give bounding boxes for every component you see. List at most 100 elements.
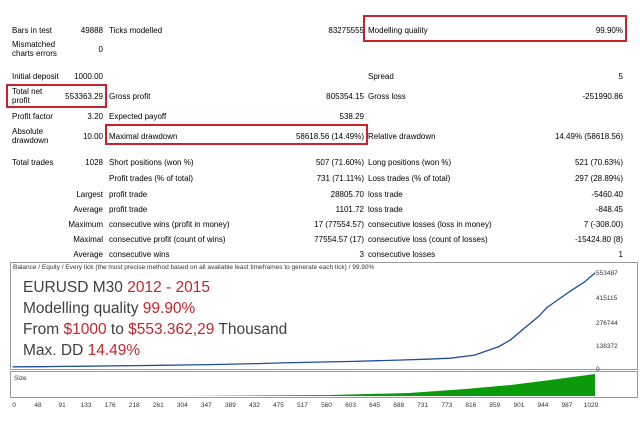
y-tick-4: 0 <box>596 366 600 373</box>
maximal-losses-value: -15424.80 (8) <box>574 235 623 244</box>
x-tick-label: 0 <box>12 402 16 409</box>
balance-chart-svg <box>12 272 596 368</box>
x-tick-label: 816 <box>465 402 477 409</box>
average-consec-losses-value: 1 <box>618 250 623 259</box>
balance-point <box>39 366 41 368</box>
balance-point <box>546 307 548 309</box>
average-consec-label: Average <box>73 250 103 259</box>
largest-loss-label: loss trade <box>368 190 403 199</box>
chart-header: Balance / Equity / Every tick (the most … <box>13 264 375 271</box>
gross-loss-label: Gross loss <box>368 92 406 101</box>
total-net-profit-value: 553363.29 <box>65 92 103 101</box>
volume-area <box>182 374 595 396</box>
total-trades-label: Total trades <box>12 158 54 167</box>
profit-factor-label: Profit factor <box>12 112 53 121</box>
ticks-modelled-label: Ticks modelled <box>109 26 163 35</box>
expected-payoff-value: 538.29 <box>339 112 364 121</box>
average-label: Average <box>73 205 103 214</box>
x-tick-label: 218 <box>128 402 140 409</box>
balance-point <box>353 360 355 362</box>
overlay-line-dd: Max. DD 14.49% <box>23 340 287 361</box>
balance-point <box>208 364 210 366</box>
x-tick-label: 48 <box>34 402 42 409</box>
overlay-to: to <box>106 321 129 338</box>
size-panel: Size <box>10 371 638 398</box>
average-loss-value: -848.45 <box>595 205 623 214</box>
average-consec-wins-value: 3 <box>359 250 364 259</box>
x-tick-label: 389 <box>224 402 236 409</box>
maximal-drawdown-label: Maximal drawdown <box>109 132 178 141</box>
x-tick-label: 645 <box>369 402 381 409</box>
largest-label: Largest <box>76 190 103 199</box>
total-trades-value: 1028 <box>85 158 103 167</box>
balance-point <box>232 363 234 365</box>
balance-point <box>281 362 283 364</box>
profit-factor-value: 3.20 <box>87 112 103 121</box>
x-tick-label: 688 <box>393 402 405 409</box>
spread-value: 5 <box>618 72 623 81</box>
initial-deposit-value: 1000.00 <box>74 72 103 81</box>
x-tick-label: 176 <box>104 402 116 409</box>
short-positions-value: 507 (71.60%) <box>315 158 364 167</box>
absolute-drawdown-label: Absolute drawdown <box>12 127 49 145</box>
profit-trades-value: 731 (71.11%) <box>316 174 364 183</box>
balance-point <box>522 329 524 331</box>
average-profit-label: profit trade <box>109 205 148 214</box>
x-tick-label: 91 <box>58 402 66 409</box>
y-tick-1: 415115 <box>596 295 618 302</box>
balance-point <box>425 358 428 360</box>
bars-in-test-label: Bars in test <box>12 26 53 35</box>
total-net-profit-label: Total net profit <box>12 87 43 105</box>
balance-point <box>473 354 476 356</box>
x-tick-label: 347 <box>200 402 212 409</box>
maximal-label: Maximal <box>73 235 103 244</box>
mismatched-label: Mismatched charts errors <box>12 40 57 58</box>
short-positions-label: Short positions (won %) <box>109 158 194 167</box>
maximal-wins-value: 77554.57 (17) <box>314 235 364 244</box>
highlight-total-net-profit <box>6 84 107 108</box>
balance-point <box>304 361 306 363</box>
overlay-thousand: Thousand <box>214 321 288 338</box>
overlay-line-quality: Modelling quality 99.90% <box>23 298 287 319</box>
gross-profit-value: 805354.15 <box>326 92 364 101</box>
average-profit-value: 1101.72 <box>335 205 364 214</box>
initial-deposit-label: Initial deposit <box>12 72 59 81</box>
overlay-symbol: EURUSD M30 <box>23 279 128 296</box>
modelling-quality-label: Modelling quality <box>368 26 428 35</box>
ticks-modelled-value: 83275555 <box>328 26 364 35</box>
loss-trades-label: Loss trades (% of total) <box>368 174 451 183</box>
maximum-losses-label: consecutive losses (loss in money) <box>368 220 492 229</box>
overlay-end-value: $553.362,29 <box>128 321 215 338</box>
balance-point <box>256 363 258 365</box>
absolute-drawdown-value: 10.00 <box>82 132 103 141</box>
balance-point <box>510 339 512 341</box>
overlay-quality-label: Modelling quality <box>23 300 143 317</box>
average-consec-wins-label: consecutive wins <box>109 250 170 259</box>
balance-chart: Balance / Equity / Every tick (the most … <box>10 262 638 370</box>
balance-point <box>558 298 560 300</box>
y-tick-2: 276744 <box>596 320 618 327</box>
x-tick-label: 773 <box>441 402 453 409</box>
balance-point <box>12 366 14 368</box>
gross-loss-value: -251990.86 <box>582 92 623 101</box>
balance-point <box>401 359 403 361</box>
balance-point <box>538 315 540 317</box>
x-tick-label: 560 <box>321 402 332 409</box>
largest-profit-value: 28805.70 <box>330 190 364 199</box>
x-tick-label: 603 <box>345 402 357 409</box>
balance-point <box>135 365 137 367</box>
highlight-maximal-drawdown <box>105 124 368 145</box>
relative-drawdown-label: Relative drawdown <box>368 132 436 141</box>
x-tick-label: 304 <box>176 402 188 409</box>
overlay-start-value: $1000 <box>63 321 107 338</box>
x-tick-label: 944 <box>537 402 549 409</box>
loss-trades-value: 297 (28.89%) <box>574 174 623 183</box>
balance-point <box>583 281 585 283</box>
overlay-quality-value: 99.90% <box>142 300 196 317</box>
size-label: Size <box>14 375 27 382</box>
x-tick-label: 261 <box>152 402 164 409</box>
maximal-losses-label: consecutive loss (count of losses) <box>368 235 488 244</box>
balance-point <box>498 346 500 348</box>
x-tick-label: 901 <box>513 402 525 409</box>
modelling-quality-value: 99.90% <box>595 26 623 35</box>
